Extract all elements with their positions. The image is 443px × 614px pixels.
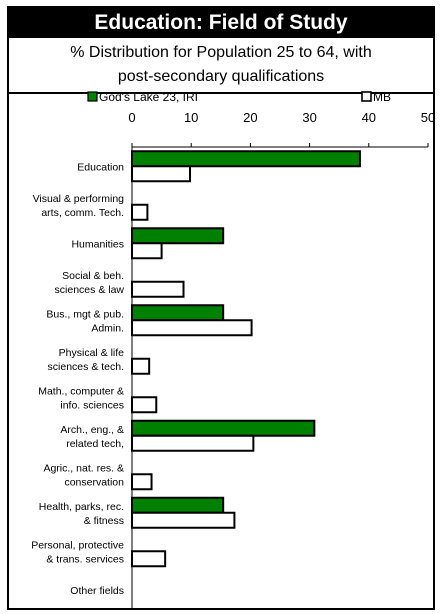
legend-label-series-2: MB <box>373 90 391 104</box>
subtitle-line-1: % Distribution for Population 25 to 64, … <box>70 44 372 61</box>
category-label-0-0: Education <box>77 161 124 173</box>
bar-series-2-10 <box>131 550 167 568</box>
legend-swatch-series-2 <box>361 91 372 102</box>
x-tick-label-50: 50 <box>421 110 435 125</box>
legend-swatch-series-1 <box>87 91 98 102</box>
bar-series-2-5 <box>131 357 151 375</box>
bar-series-2-0 <box>131 165 192 183</box>
category-label-7-1: related tech, <box>66 438 124 450</box>
bar-series-2-1 <box>131 203 149 221</box>
category-label-6-0: Math., computer & <box>38 385 124 397</box>
bar-series-2-6 <box>131 396 158 414</box>
category-label-7-0: Arch., eng., & <box>60 424 124 436</box>
category-label-8-1: conservation <box>64 476 124 488</box>
bar-series-1-7 <box>131 419 316 437</box>
category-label-4-0: Bus., mgt & pub. <box>46 308 124 320</box>
category-label-4-1: Admin. <box>91 322 124 334</box>
bar-series-2-3 <box>131 280 185 298</box>
category-label-5-1: sciences & tech. <box>48 361 124 373</box>
x-tick-label-40: 40 <box>362 110 376 125</box>
category-label-1-1: arts, comm. Tech. <box>41 207 124 219</box>
category-label-1-0: Visual & performing <box>33 193 125 205</box>
legend-label-series-1: God's Lake 23, IRI <box>99 90 198 104</box>
category-label-2-0: Humanities <box>71 238 124 250</box>
bar-series-1-0 <box>131 150 361 168</box>
category-label-8-0: Agric., nat. res. & <box>43 462 124 474</box>
bar-series-1-9 <box>131 496 225 514</box>
x-tick-label-10: 10 <box>184 110 198 125</box>
category-label-9-1: & fitness <box>84 515 124 527</box>
bar-series-1-4 <box>131 304 225 322</box>
bar-series-2-4 <box>131 319 253 337</box>
bar-series-2-7 <box>131 434 255 452</box>
category-label-3-0: Social & beh. <box>62 270 124 282</box>
category-label-10-1: & trans. services <box>46 553 124 565</box>
chart-title: Education: Field of Study <box>9 8 433 38</box>
category-label-10-0: Personal, protective <box>31 539 124 551</box>
bar-series-2-9 <box>131 511 236 529</box>
x-tick-label-20: 20 <box>243 110 257 125</box>
bar-series-2-2 <box>131 242 163 260</box>
bar-series-1-2 <box>131 227 225 245</box>
x-tick-label-30: 30 <box>302 110 316 125</box>
bar-series-2-8 <box>131 473 153 491</box>
category-label-9-0: Health, parks, rec. <box>39 501 124 513</box>
x-tick-label-0: 0 <box>128 110 135 125</box>
chart-subtitle: % Distribution for Population 25 to 64, … <box>9 38 433 94</box>
category-label-6-1: info. sciences <box>60 399 124 411</box>
category-label-5-0: Physical & life <box>59 347 125 359</box>
category-label-3-1: sciences & law <box>55 284 125 296</box>
category-label-11-0: Other fields <box>70 585 124 597</box>
subtitle-line-2: post-secondary qualifications <box>117 68 325 85</box>
